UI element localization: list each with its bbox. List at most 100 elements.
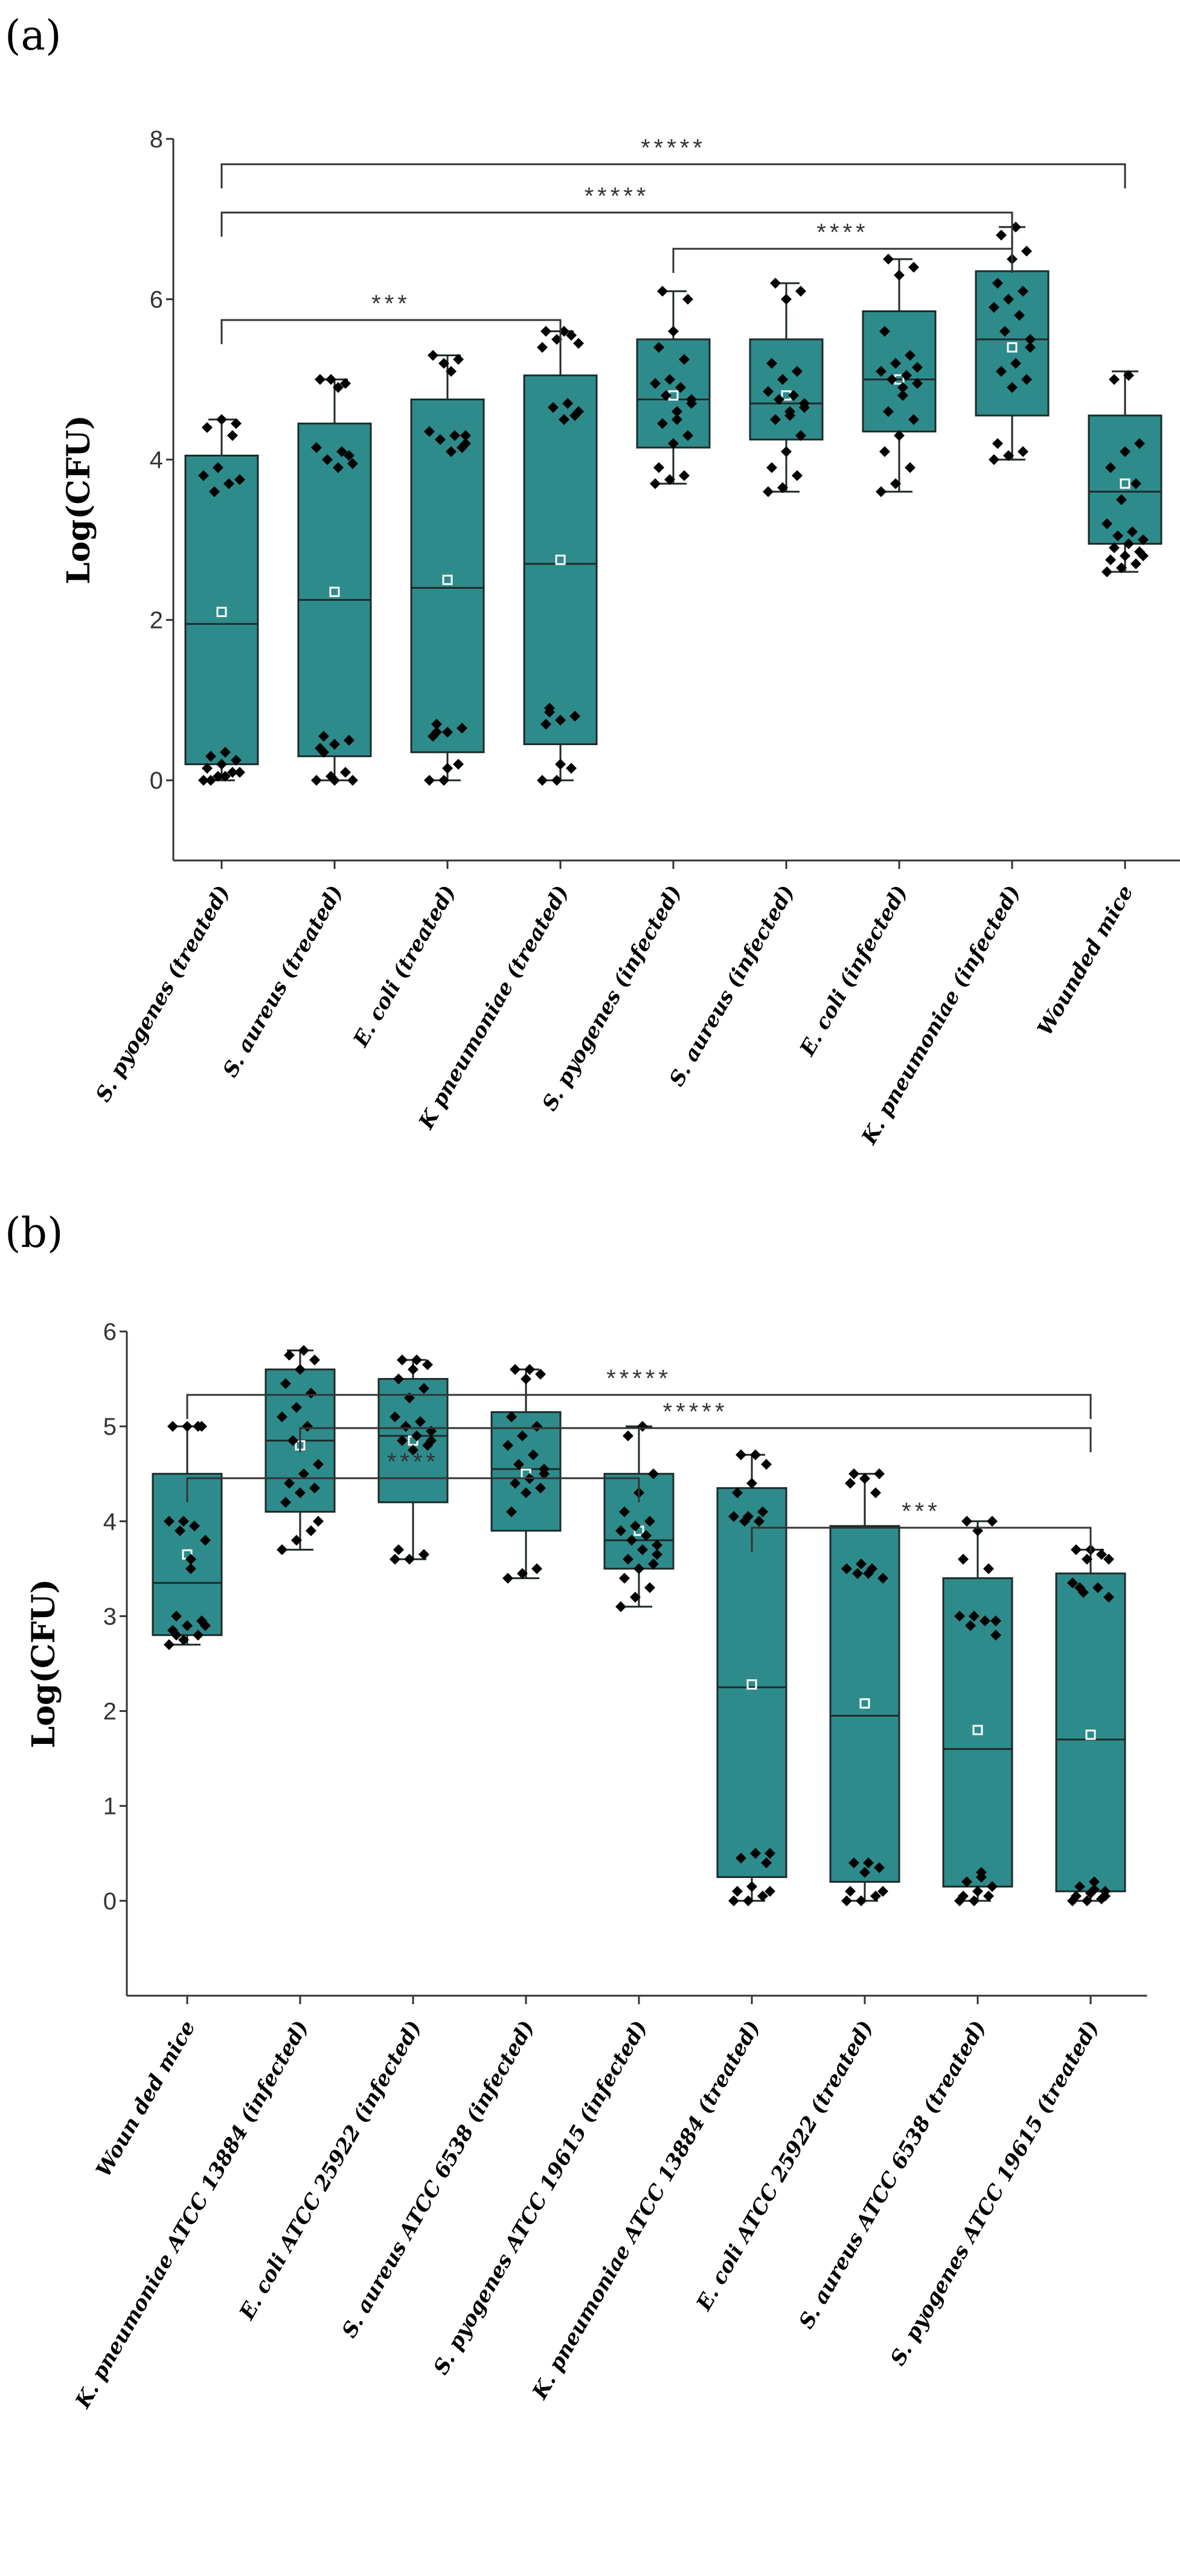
data-point bbox=[431, 719, 442, 730]
bracket-line bbox=[672, 248, 1013, 273]
x-category-label: S. aureus (treated) bbox=[218, 882, 347, 1081]
y-tick-label: 6 bbox=[150, 287, 163, 313]
data-point bbox=[619, 1572, 630, 1584]
data-point bbox=[528, 1449, 539, 1461]
box-group bbox=[184, 414, 259, 786]
data-point bbox=[1116, 494, 1127, 505]
bracket-line bbox=[751, 1527, 1092, 1552]
data-point bbox=[400, 1421, 411, 1432]
data-point bbox=[306, 1388, 316, 1399]
data-point bbox=[870, 1487, 881, 1499]
data-point bbox=[198, 470, 209, 481]
data-point bbox=[535, 1482, 546, 1494]
data-point bbox=[1123, 538, 1134, 549]
data-point bbox=[1074, 1881, 1085, 1892]
data-point bbox=[309, 1482, 320, 1494]
significance-label: ***** bbox=[606, 1365, 672, 1392]
data-point bbox=[311, 775, 322, 786]
data-point bbox=[668, 325, 679, 337]
data-point bbox=[765, 1848, 775, 1859]
data-point bbox=[1105, 554, 1116, 566]
box bbox=[942, 1577, 1013, 1888]
data-point bbox=[277, 1544, 287, 1556]
data-point bbox=[746, 1881, 757, 1892]
box-group bbox=[152, 1421, 223, 1650]
data-point bbox=[728, 1511, 739, 1522]
data-point bbox=[996, 229, 1007, 241]
data-point bbox=[344, 450, 354, 461]
data-point bbox=[757, 1891, 768, 1902]
x-category-label: K. pneumoniae ATCC 13884 (treated) bbox=[527, 2017, 765, 2404]
data-point bbox=[306, 1525, 316, 1536]
data-point bbox=[883, 254, 894, 265]
significance-label: ***** bbox=[641, 135, 706, 161]
data-point bbox=[234, 474, 245, 485]
mean-marker bbox=[972, 1725, 983, 1735]
data-point bbox=[996, 366, 1007, 377]
data-point bbox=[340, 377, 351, 389]
data-point bbox=[220, 746, 231, 758]
data-point bbox=[1067, 1577, 1078, 1589]
y-tick-label: 1 bbox=[103, 1793, 117, 1820]
data-point bbox=[992, 438, 1003, 449]
data-point bbox=[743, 1511, 754, 1522]
significance-bracket: *** bbox=[220, 290, 562, 344]
data-point bbox=[652, 1549, 662, 1560]
data-point bbox=[890, 357, 901, 369]
data-point bbox=[912, 362, 923, 373]
box bbox=[862, 310, 937, 433]
data-point bbox=[672, 414, 682, 425]
significance-bracket: **** bbox=[186, 1449, 640, 1502]
data-point bbox=[200, 1534, 211, 1546]
box-group bbox=[377, 1354, 449, 1565]
data-point bbox=[870, 1891, 881, 1902]
data-point bbox=[1101, 518, 1112, 530]
bracket-line bbox=[220, 319, 562, 344]
data-point bbox=[774, 394, 784, 405]
data-point bbox=[887, 374, 897, 385]
mean-marker bbox=[329, 586, 340, 597]
y-tick-label: 2 bbox=[103, 1699, 117, 1725]
data-point bbox=[418, 1549, 429, 1560]
data-point bbox=[1003, 450, 1014, 461]
data-point bbox=[736, 1853, 746, 1864]
y-tick-label: 0 bbox=[150, 767, 163, 794]
x-category-label: S. aureus ATCC 6538 (treated) bbox=[794, 2017, 991, 2333]
data-point bbox=[637, 1544, 648, 1556]
data-point bbox=[912, 377, 923, 389]
data-point bbox=[502, 1440, 513, 1451]
box bbox=[829, 1525, 900, 1883]
data-point bbox=[648, 1468, 659, 1479]
data-point bbox=[653, 462, 664, 473]
data-point bbox=[551, 775, 562, 786]
data-point bbox=[623, 1554, 633, 1565]
data-point bbox=[841, 1563, 852, 1574]
data-point bbox=[506, 1411, 517, 1423]
data-point bbox=[531, 1563, 542, 1574]
data-point bbox=[633, 1563, 644, 1574]
y-tick-label: 2 bbox=[150, 607, 163, 634]
data-point bbox=[185, 1563, 196, 1574]
box bbox=[184, 454, 259, 766]
data-point bbox=[679, 470, 690, 481]
data-point bbox=[1003, 293, 1014, 305]
data-point bbox=[309, 1354, 320, 1366]
data-point bbox=[1089, 1884, 1100, 1895]
y-axis-title: Log(CFU) bbox=[25, 1579, 62, 1748]
data-point bbox=[856, 1559, 867, 1569]
data-point bbox=[990, 1615, 1001, 1627]
data-point bbox=[548, 402, 559, 413]
data-point bbox=[770, 414, 781, 425]
data-point bbox=[637, 1421, 648, 1432]
data-point bbox=[196, 1421, 207, 1432]
data-point bbox=[446, 366, 457, 377]
data-point bbox=[408, 1363, 418, 1375]
y-tick-label: 5 bbox=[103, 1414, 117, 1440]
data-point bbox=[178, 1634, 189, 1645]
data-point bbox=[390, 1554, 400, 1565]
mean-marker bbox=[216, 606, 227, 617]
data-point bbox=[1138, 550, 1149, 562]
data-point bbox=[845, 1886, 856, 1897]
data-point bbox=[397, 1435, 408, 1446]
data-point bbox=[284, 1478, 295, 1489]
